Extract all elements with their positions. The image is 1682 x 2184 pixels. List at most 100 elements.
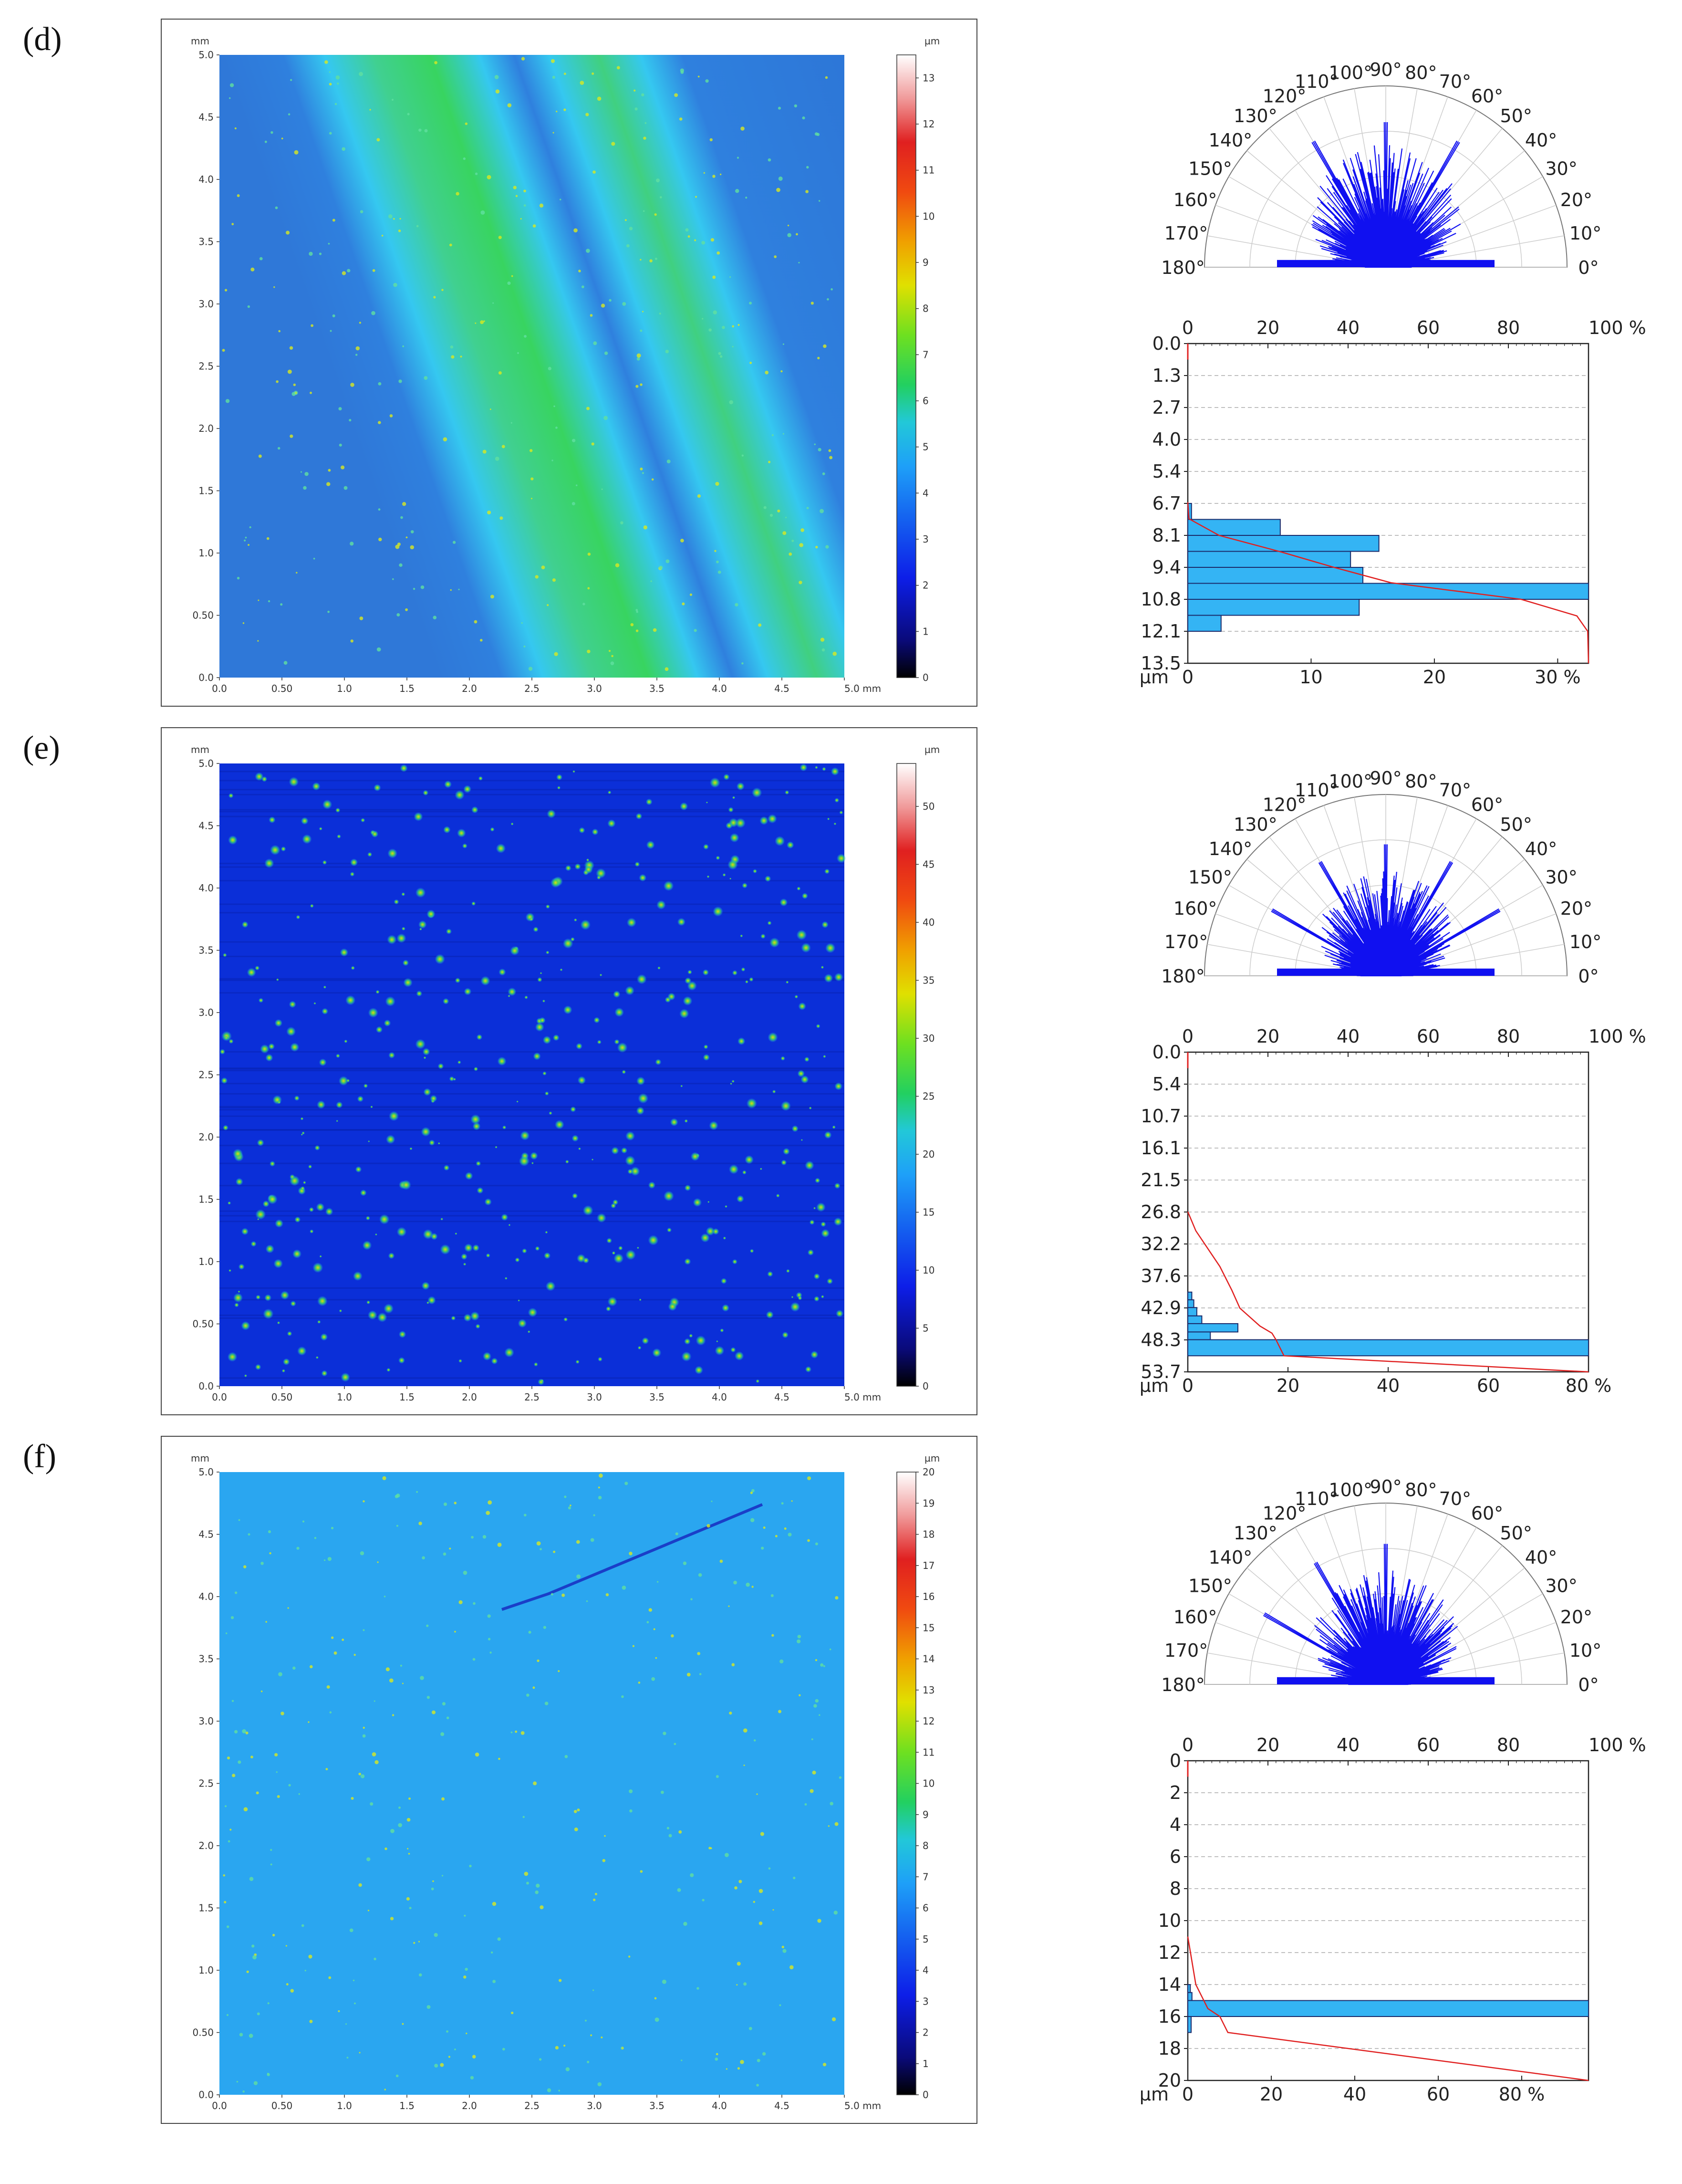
surface-particle	[272, 1933, 275, 1937]
surface-particle	[781, 1160, 787, 1166]
surface-particle	[781, 1502, 784, 1505]
surface-particle	[753, 869, 757, 874]
polar-angle-label: 120°	[1263, 1503, 1307, 1524]
surface-particle	[260, 1690, 263, 1693]
surface-particle	[728, 1164, 739, 1174]
surface-particle	[574, 863, 581, 870]
surface-particle	[652, 1348, 662, 1358]
surface-particle	[449, 243, 452, 247]
surface-particle	[729, 400, 733, 405]
surface-particle	[716, 1340, 718, 1343]
surface-particle	[482, 449, 487, 454]
surface-particle	[244, 1374, 247, 1378]
x-tick-label: 0.50	[271, 1391, 293, 1403]
x-tick-label: 0.50	[271, 2100, 293, 2111]
surface-particle	[319, 827, 322, 831]
surface-particle	[234, 127, 237, 130]
surface-particle	[371, 311, 375, 315]
surface-particle	[301, 1924, 304, 1927]
surface-particle	[758, 1889, 763, 1893]
surface-particle	[719, 1559, 723, 1563]
histogram-bar	[1187, 615, 1222, 632]
y-tick-label: 4.5	[198, 112, 214, 123]
surface-particle	[771, 1634, 774, 1637]
surface-particle	[569, 1505, 571, 1506]
surface-particle	[386, 1135, 395, 1144]
surface-particle	[374, 1700, 375, 1702]
polar-angle-label: 180°	[1161, 1674, 1205, 1695]
histogram-bottom-tick-label: 30 %	[1535, 667, 1581, 688]
surface-particle	[234, 1303, 239, 1307]
y-tick-label: 3.0	[198, 1715, 214, 1727]
surface-particle	[596, 868, 606, 878]
surface-particle	[443, 1552, 446, 1556]
surface-particle	[653, 628, 657, 632]
surface-particle	[408, 1797, 411, 1800]
surface-particle	[257, 2012, 260, 2016]
surface-particle	[545, 1231, 548, 1234]
surface-particle	[345, 995, 356, 1005]
surface-particle	[831, 2017, 836, 2021]
surface-particle	[511, 275, 513, 277]
surface-particle	[235, 1178, 243, 1186]
polar-angle-label: 50°	[1500, 1523, 1532, 1544]
colorbar-tick-label: 5	[923, 1933, 929, 1945]
surface-particle	[516, 1100, 519, 1103]
surface-particle	[507, 281, 511, 285]
surface-particle	[349, 418, 352, 422]
surface-particle	[573, 228, 578, 233]
surface-particle	[368, 1007, 378, 1018]
colorbar-unit: µm	[924, 744, 940, 755]
surface-particle	[378, 537, 382, 542]
surface-particle	[332, 314, 335, 317]
surface-particle	[680, 539, 684, 543]
surface-particle	[393, 282, 397, 287]
surface-particle	[238, 1519, 240, 1521]
surface-particle	[382, 1476, 386, 1480]
surface-particle	[812, 1770, 816, 1775]
surface-particle	[309, 251, 313, 256]
surface-particle	[723, 1236, 726, 1240]
surface-particle	[561, 1593, 565, 1597]
surface-particle	[626, 244, 630, 248]
surface-particle	[440, 1244, 451, 1255]
surface-particle	[337, 82, 339, 85]
polar-rose: 0°10°20°30°40°50°60°70°80°90°100°110°120…	[1161, 768, 1601, 987]
surface-particle	[603, 416, 608, 420]
colorbar-tick-label: 17	[923, 1560, 934, 1571]
surface-particle	[355, 354, 358, 356]
surface-particle	[507, 103, 512, 107]
surface-particle	[611, 142, 615, 146]
surface-particle	[234, 1730, 238, 1734]
colorbar-tick-label: 35	[923, 974, 934, 986]
surface-particle	[475, 1324, 480, 1329]
surface-particle	[550, 59, 555, 63]
surface-particle	[529, 449, 533, 452]
surface-particle	[433, 616, 437, 620]
surface-particle	[646, 1621, 649, 1624]
surface-particle	[648, 1235, 659, 1245]
colorbar-tick-label: 16	[923, 1591, 934, 1602]
surface-particle	[424, 129, 428, 133]
surface-particle	[309, 1207, 314, 1212]
surface-particle	[555, 2046, 559, 2050]
surface-particle	[501, 1213, 509, 1221]
polar-angle-label: 120°	[1263, 86, 1307, 107]
surface-particle	[224, 289, 228, 292]
surface-particle	[719, 355, 723, 358]
surface-particle	[645, 798, 653, 805]
surface-particle	[750, 1518, 755, 1523]
surface-particle	[718, 352, 721, 355]
surface-particle	[267, 1194, 278, 1204]
surface-particle	[737, 324, 740, 326]
surface-particle	[341, 465, 345, 470]
surface-particle	[735, 818, 746, 828]
height-map-surface	[219, 763, 844, 1386]
surface-particle	[735, 1351, 744, 1361]
polar-angle-label: 100°	[1329, 1479, 1372, 1500]
surface-particle	[300, 1117, 304, 1120]
surface-particle	[599, 973, 602, 977]
surface-particle	[683, 996, 693, 1006]
histogram-y-label: 10	[1158, 1910, 1181, 1931]
